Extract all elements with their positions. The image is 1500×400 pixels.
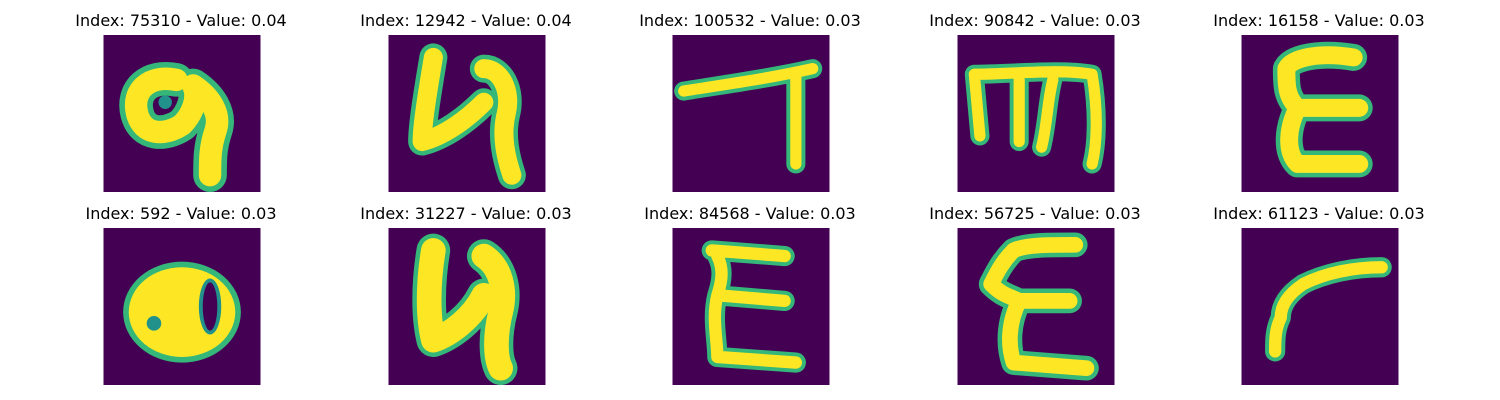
- panel-10: Index: 61123 - Value: 0.03: [1169, 203, 1469, 393]
- panel-title: Index: 56725 - Value: 0.03: [929, 204, 1141, 223]
- digit-image-8: [672, 228, 830, 385]
- digit-image-7: [388, 228, 546, 385]
- panel-title: Index: 100532 - Value: 0.03: [639, 11, 861, 30]
- digit-image-1: [103, 35, 261, 192]
- panel-8: Index: 84568 - Value: 0.03: [600, 203, 900, 393]
- digit-image-3: [672, 35, 830, 192]
- digit-image-10: [1241, 228, 1399, 385]
- panel-6: Index: 592 - Value: 0.03: [31, 203, 331, 393]
- panel-title: Index: 75310 - Value: 0.04: [75, 11, 287, 30]
- digit-image-4: [957, 35, 1115, 192]
- panel-title: Index: 592 - Value: 0.03: [85, 204, 277, 223]
- panel-2: Index: 12942 - Value: 0.04: [316, 10, 616, 200]
- digit-image-2: [388, 35, 546, 192]
- panel-3: Index: 100532 - Value: 0.03: [600, 10, 900, 200]
- panel-title: Index: 61123 - Value: 0.03: [1213, 204, 1425, 223]
- panel-9: Index: 56725 - Value: 0.03: [885, 203, 1185, 393]
- panel-7: Index: 31227 - Value: 0.03: [316, 203, 616, 393]
- panel-1: Index: 75310 - Value: 0.04: [31, 10, 331, 200]
- panel-title: Index: 31227 - Value: 0.03: [360, 204, 572, 223]
- panel-5: Index: 16158 - Value: 0.03: [1169, 10, 1469, 200]
- panel-4: Index: 90842 - Value: 0.03: [885, 10, 1185, 200]
- panel-title: Index: 84568 - Value: 0.03: [644, 204, 856, 223]
- digit-image-9: [957, 228, 1115, 385]
- panel-title: Index: 12942 - Value: 0.04: [360, 11, 572, 30]
- digit-image-6: [103, 228, 261, 385]
- digit-image-5: [1241, 35, 1399, 192]
- panel-title: Index: 16158 - Value: 0.03: [1213, 11, 1425, 30]
- panel-title: Index: 90842 - Value: 0.03: [929, 11, 1141, 30]
